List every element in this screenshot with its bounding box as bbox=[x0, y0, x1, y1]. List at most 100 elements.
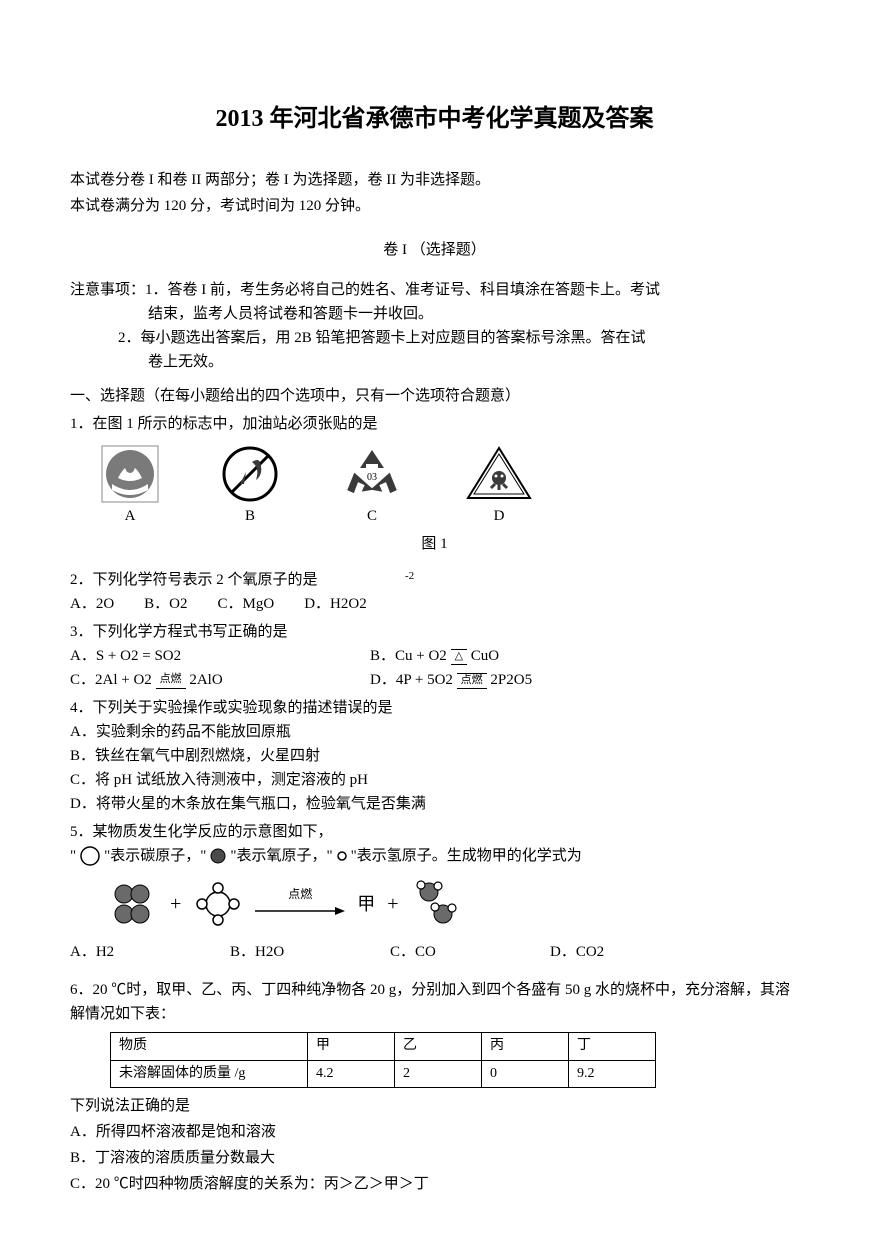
q3-d-left: D．4P + 5O2 bbox=[370, 672, 457, 688]
q3-b-cond: △ bbox=[451, 649, 467, 664]
q5-legend: " "表示碳原子，" "表示氧原子，" "表示氢原子。生成物甲的化学式为 bbox=[70, 844, 799, 868]
q3-c-left: C．2Al + O2 bbox=[70, 672, 156, 688]
question-2: 2．下列化学符号表示 2 个氧原子的是 -2 A．2O B．O2 C．MgO D… bbox=[70, 568, 799, 616]
q3-a-left: A．S + O2 bbox=[70, 648, 138, 664]
td-3: 9.2 bbox=[569, 1060, 656, 1087]
q5-quote-1: " bbox=[70, 844, 76, 868]
q5-options: A．H2 B．H2O C．CO D．CO2 bbox=[70, 940, 799, 964]
q2-opt-b: B．O2 bbox=[144, 592, 187, 616]
figure-1-caption: 图 1 bbox=[70, 532, 799, 556]
arrow-icon bbox=[255, 905, 345, 917]
q1-stem: 1．在图 1 所示的标志中，加油站必须张贴的是 bbox=[70, 412, 799, 436]
table-row-header: 物质 甲 乙 丙 丁 bbox=[111, 1033, 656, 1060]
q5-reaction-diagram: + 点燃 甲 + bbox=[70, 878, 799, 930]
q2-stem: 2．下列化学符号表示 2 个氧原子的是 bbox=[70, 572, 318, 588]
q3-opt-a: A．S + O2 = SO2 bbox=[70, 644, 370, 668]
q2-opt-c: C．MgO bbox=[218, 592, 275, 616]
q3-b-right: CuO bbox=[471, 648, 499, 664]
oxygen-atom-icon bbox=[210, 848, 226, 864]
toxic-icon bbox=[464, 444, 534, 504]
section-1-title: 卷 I （选择题） bbox=[70, 238, 799, 262]
td-label: 未溶解固体的质量 /g bbox=[111, 1060, 308, 1087]
q3-opt-d: D．4P + 5O2 点燃 2P2O5 bbox=[370, 668, 670, 692]
q6-tail-block: 下列说法正确的是 A．所得四杯溶液都是饱和溶液 B．丁溶液的溶质质量分数最大 C… bbox=[70, 1094, 799, 1196]
notice-block: 注意事项： 1．答卷 I 前，考生务必将自己的姓名、准考证号、科目填涂在答题卡上… bbox=[70, 278, 799, 374]
q1-option-b: B bbox=[220, 444, 280, 528]
th-2: 乙 bbox=[395, 1033, 482, 1060]
no-fire-icon bbox=[220, 444, 280, 504]
hydrogen-atom-icon bbox=[337, 851, 347, 861]
carbon-atom-icon bbox=[80, 846, 100, 866]
arrow-label: 点燃 bbox=[255, 885, 345, 904]
ch4-icon bbox=[193, 879, 243, 929]
recycle-code-text: 03 bbox=[367, 472, 377, 483]
recycle-icon: 03 bbox=[340, 444, 404, 504]
table-row-data: 未溶解固体的质量 /g 4.2 2 0 9.2 bbox=[111, 1060, 656, 1087]
q5-opt-c: C．CO bbox=[390, 940, 520, 964]
question-5: 5．某物质发生化学反应的示意图如下， " "表示碳原子，" "表示氧原子，" "… bbox=[70, 820, 799, 964]
q3-c-cond: 点燃 bbox=[156, 673, 186, 688]
jia-label: 甲 bbox=[357, 890, 375, 919]
q1-option-d: D bbox=[464, 444, 534, 528]
q5-legend-o: "表示氧原子，" bbox=[230, 844, 332, 868]
q3-a-right: SO2 bbox=[154, 648, 181, 664]
q3-d-cond: 点燃 bbox=[457, 673, 487, 688]
q3-opt-c: C．2Al + O2 点燃 2AlO bbox=[70, 668, 370, 692]
q4-opt-a: A．实验剩余的药品不能放回原瓶 bbox=[70, 720, 799, 744]
h2o-pair-icon bbox=[411, 878, 463, 930]
q1-label-a: A bbox=[100, 504, 160, 528]
q3-d-right: 2P2O5 bbox=[490, 672, 532, 688]
th-0: 物质 bbox=[111, 1033, 308, 1060]
page-title: 2013 年河北省承德市中考化学真题及答案 bbox=[70, 100, 799, 138]
question-1: 1．在图 1 所示的标志中，加油站必须张贴的是 A bbox=[70, 412, 799, 556]
td-1: 2 bbox=[395, 1060, 482, 1087]
q5-legend-c: "表示碳原子，" bbox=[104, 844, 206, 868]
plus-1: + bbox=[170, 888, 181, 920]
question-4: 4．下列关于实验操作或实验现象的描述错误的是 A．实验剩余的药品不能放回原瓶 B… bbox=[70, 696, 799, 816]
q6-opt-b: B．丁溶液的溶质质量分数最大 bbox=[70, 1146, 799, 1170]
reaction-arrow: 点燃 bbox=[255, 885, 345, 923]
notice-item-2b: 卷上无效。 bbox=[70, 350, 799, 374]
exam-page: 2013 年河北省承德市中考化学真题及答案 本试卷分卷 I 和卷 II 两部分；… bbox=[0, 0, 869, 1238]
q1-label-c: C bbox=[340, 504, 404, 528]
q2-options: A．2O B．O2 C．MgO D．H2O2 bbox=[70, 592, 799, 616]
q2-opt-a: A．2O bbox=[70, 592, 114, 616]
corrosive-icon bbox=[100, 444, 160, 504]
o2-pair-icon bbox=[110, 882, 158, 926]
q3-stem: 3．下列化学方程式书写正确的是 bbox=[70, 620, 799, 644]
q4-stem: 4．下列关于实验操作或实验现象的描述错误的是 bbox=[70, 696, 799, 720]
question-6: 6．20 ℃时，取甲、乙、丙、丁四种纯净物各 20 g，分别加入到四个各盛有 5… bbox=[70, 978, 799, 1196]
q5-opt-a: A．H2 bbox=[70, 940, 200, 964]
question-3: 3．下列化学方程式书写正确的是 A．S + O2 = SO2 B．Cu + O2… bbox=[70, 620, 799, 692]
notice-label: 注意事项： bbox=[70, 278, 145, 302]
q2-superscript: -2 bbox=[405, 570, 414, 582]
q1-option-c: 03 C bbox=[340, 444, 404, 528]
q3-opt-b: B．Cu + O2 △ CuO bbox=[370, 644, 670, 668]
figure-1: A B 03 C bbox=[70, 444, 799, 528]
q5-opt-b: B．H2O bbox=[230, 940, 360, 964]
q6-tail: 下列说法正确的是 bbox=[70, 1094, 799, 1118]
notice-item-1a: 1．答卷 I 前，考生务必将自己的姓名、准考证号、科目填涂在答题卡上。考试 bbox=[145, 278, 799, 302]
q3-c-right: 2AlO bbox=[189, 672, 222, 688]
th-1: 甲 bbox=[308, 1033, 395, 1060]
plus-2: + bbox=[387, 888, 398, 920]
q6-stem: 6．20 ℃时，取甲、乙、丙、丁四种纯净物各 20 g，分别加入到四个各盛有 5… bbox=[70, 978, 799, 1026]
th-3: 丙 bbox=[482, 1033, 569, 1060]
q6-opt-c: C．20 ℃时四种物质溶解度的关系为：丙＞乙＞甲＞丁 bbox=[70, 1172, 799, 1196]
q4-opt-d: D．将带火星的木条放在集气瓶口，检验氧气是否集满 bbox=[70, 792, 799, 816]
notice-item-2a: 2．每小题选出答案后，用 2B 铅笔把答题卡上对应题目的答案标号涂黑。答在试 bbox=[70, 326, 799, 350]
notice-item-1b: 结束，监考人员将试卷和答题卡一并收回。 bbox=[70, 302, 799, 326]
q2-opt-d: D．H2O2 bbox=[304, 592, 367, 616]
intro-line-2: 本试卷满分为 120 分，考试时间为 120 分钟。 bbox=[70, 194, 799, 218]
q1-label-d: D bbox=[464, 504, 534, 528]
intro-block: 本试卷分卷 I 和卷 II 两部分；卷 I 为选择题，卷 II 为非选择题。 本… bbox=[70, 168, 799, 218]
q3-b-left: B．Cu + O2 bbox=[370, 648, 451, 664]
q1-option-a: A bbox=[100, 444, 160, 528]
q6-opt-a: A．所得四杯溶液都是饱和溶液 bbox=[70, 1120, 799, 1144]
th-4: 丁 bbox=[569, 1033, 656, 1060]
q4-opt-c: C．将 pH 试纸放入待测液中，测定溶液的 pH bbox=[70, 768, 799, 792]
intro-line-1: 本试卷分卷 I 和卷 II 两部分；卷 I 为选择题，卷 II 为非选择题。 bbox=[70, 168, 799, 192]
q6-table: 物质 甲 乙 丙 丁 未溶解固体的质量 /g 4.2 2 0 9.2 bbox=[110, 1032, 656, 1088]
instructions: 一、选择题（在每小题给出的四个选项中，只有一个选项符合题意） bbox=[70, 384, 799, 408]
q5-opt-d: D．CO2 bbox=[550, 940, 604, 964]
